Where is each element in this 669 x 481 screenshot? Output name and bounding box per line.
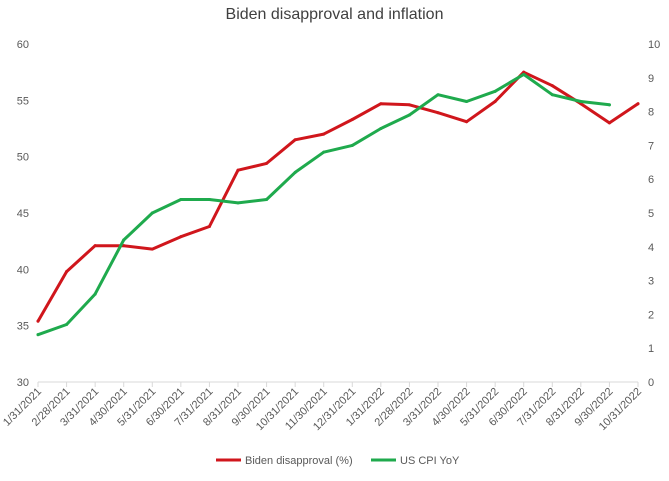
- legend-label-cpi: US CPI YoY: [400, 455, 460, 467]
- data-point-disapproval: [607, 121, 611, 125]
- data-point-cpi: [179, 197, 183, 201]
- data-point-disapproval: [522, 70, 526, 74]
- data-point-cpi: [407, 113, 411, 117]
- data-point-disapproval: [636, 102, 640, 106]
- data-point-cpi: [436, 93, 440, 97]
- data-point-disapproval: [122, 244, 126, 248]
- data-point-disapproval: [93, 244, 97, 248]
- data-point-cpi: [150, 211, 154, 215]
- data-point-cpi: [93, 292, 97, 296]
- data-point-cpi: [36, 333, 40, 337]
- data-point-cpi: [207, 197, 211, 201]
- y-left-tick-label: 35: [17, 321, 29, 333]
- data-point-disapproval: [179, 235, 183, 239]
- data-point-disapproval: [407, 103, 411, 107]
- data-point-cpi: [265, 197, 269, 201]
- y-right-tick-label: 7: [648, 140, 654, 152]
- data-point-cpi: [122, 238, 126, 242]
- y-right-tick-label: 10: [648, 39, 660, 51]
- y-right-tick-label: 4: [648, 242, 654, 254]
- y-right-tick-label: 3: [648, 276, 654, 288]
- data-point-disapproval: [36, 319, 40, 323]
- data-point-disapproval: [236, 168, 240, 172]
- y-right-tick-label: 0: [648, 377, 654, 389]
- data-point-cpi: [607, 103, 611, 107]
- chart-title: Biden disapproval and inflation: [225, 6, 444, 23]
- data-point-disapproval: [65, 270, 69, 274]
- y-right-tick-label: 8: [648, 107, 654, 119]
- data-point-cpi: [65, 323, 69, 327]
- series-line-disapproval: [36, 70, 640, 323]
- data-point-cpi: [465, 99, 469, 103]
- data-point-cpi: [379, 127, 383, 130]
- data-point-disapproval: [265, 161, 269, 165]
- data-point-cpi: [350, 143, 354, 147]
- data-point-disapproval: [150, 247, 154, 251]
- data-point-disapproval: [379, 102, 383, 106]
- y-left-tick-label: 30: [17, 377, 29, 389]
- y-right-tick-label: 2: [648, 309, 654, 321]
- data-point-disapproval: [322, 132, 326, 136]
- y-left-tick-label: 55: [17, 95, 29, 107]
- data-point-disapproval: [207, 225, 211, 229]
- legend-label-disapproval: Biden disapproval (%): [245, 455, 353, 467]
- data-point-disapproval: [350, 117, 354, 121]
- data-point-cpi: [493, 89, 497, 93]
- data-point-cpi: [550, 93, 554, 97]
- y-left-tick-label: 45: [17, 208, 29, 220]
- y-left-tick-label: 60: [17, 39, 29, 51]
- y-right-tick-label: 5: [648, 208, 654, 220]
- data-point-cpi: [579, 99, 583, 103]
- data-point-disapproval: [293, 138, 297, 142]
- series-line-cpi: [36, 72, 611, 337]
- data-point-disapproval: [436, 111, 440, 115]
- data-point-cpi: [322, 150, 326, 154]
- y-right-tick-label: 6: [648, 174, 654, 186]
- y-right-tick-label: 1: [648, 343, 654, 355]
- data-point-disapproval: [465, 120, 469, 124]
- y-left-tick-label: 50: [17, 152, 29, 164]
- data-point-cpi: [522, 72, 526, 76]
- y-left-tick-label: 40: [17, 264, 29, 276]
- data-point-disapproval: [550, 84, 554, 88]
- data-point-cpi: [293, 170, 297, 174]
- series-layer: [36, 70, 640, 337]
- data-point-cpi: [236, 201, 240, 205]
- legend: Biden disapproval (%) US CPI YoY: [216, 455, 460, 467]
- data-point-disapproval: [493, 99, 497, 103]
- y-right-tick-label: 9: [648, 73, 654, 85]
